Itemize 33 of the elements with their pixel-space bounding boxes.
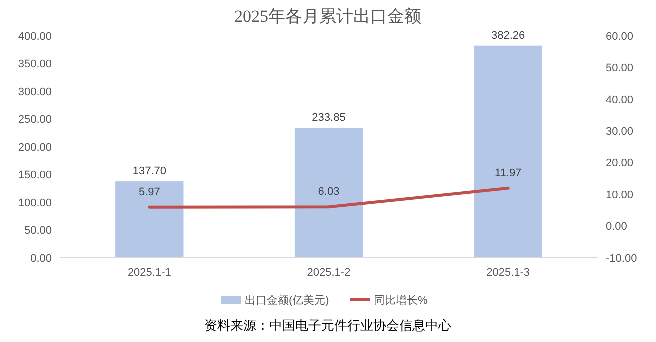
y2-tick-label: 20.00 bbox=[606, 158, 634, 170]
y2-tick-label: 30.00 bbox=[606, 126, 634, 138]
data-label: 11.97 bbox=[494, 167, 522, 180]
y2-tick-label: 50.00 bbox=[606, 62, 634, 75]
y2-tick-label: -10.00 bbox=[606, 252, 638, 265]
y-tick-label: 200.00 bbox=[18, 142, 52, 154]
y-tick-label: 250.00 bbox=[18, 114, 52, 126]
x-tick-label: 2025.1-1 bbox=[128, 267, 172, 279]
data-label: 382.26 bbox=[492, 30, 526, 42]
y2-tick-label: 10.00 bbox=[606, 189, 634, 202]
y-tick-label: 150.00 bbox=[18, 170, 52, 182]
legend-label: 同比增长% bbox=[374, 294, 428, 307]
data-label: 5.97 bbox=[138, 186, 160, 198]
y-tick-label: 0.00 bbox=[30, 252, 52, 265]
data-label: 137.70 bbox=[132, 166, 166, 178]
x-tick-label: 2025.1-2 bbox=[307, 267, 351, 279]
bar bbox=[474, 46, 542, 258]
y2-tick-label: 40.00 bbox=[606, 94, 634, 106]
bar bbox=[116, 182, 184, 258]
y-tick-label: 100.00 bbox=[18, 197, 52, 210]
data-label: 6.03 bbox=[318, 186, 340, 198]
y-tick-label: 350.00 bbox=[18, 58, 52, 71]
x-tick-label: 2025.1-3 bbox=[486, 267, 530, 279]
chart-title: 2025年各月累计出口金额 bbox=[234, 7, 422, 26]
data-label: 233.85 bbox=[312, 112, 346, 124]
y-tick-label: 50.00 bbox=[24, 225, 52, 238]
y-tick-label: 300.00 bbox=[18, 86, 52, 98]
y2-tick-label: 60.00 bbox=[606, 30, 634, 43]
text: 资料来源：中国电子元件行业协会信息中心 bbox=[204, 318, 452, 333]
y-tick-label: 400.00 bbox=[18, 30, 52, 43]
y2-tick-label: 0.00 bbox=[606, 221, 628, 234]
legend-label: 出口金额(亿美元) bbox=[245, 294, 330, 307]
bar bbox=[294, 128, 364, 258]
